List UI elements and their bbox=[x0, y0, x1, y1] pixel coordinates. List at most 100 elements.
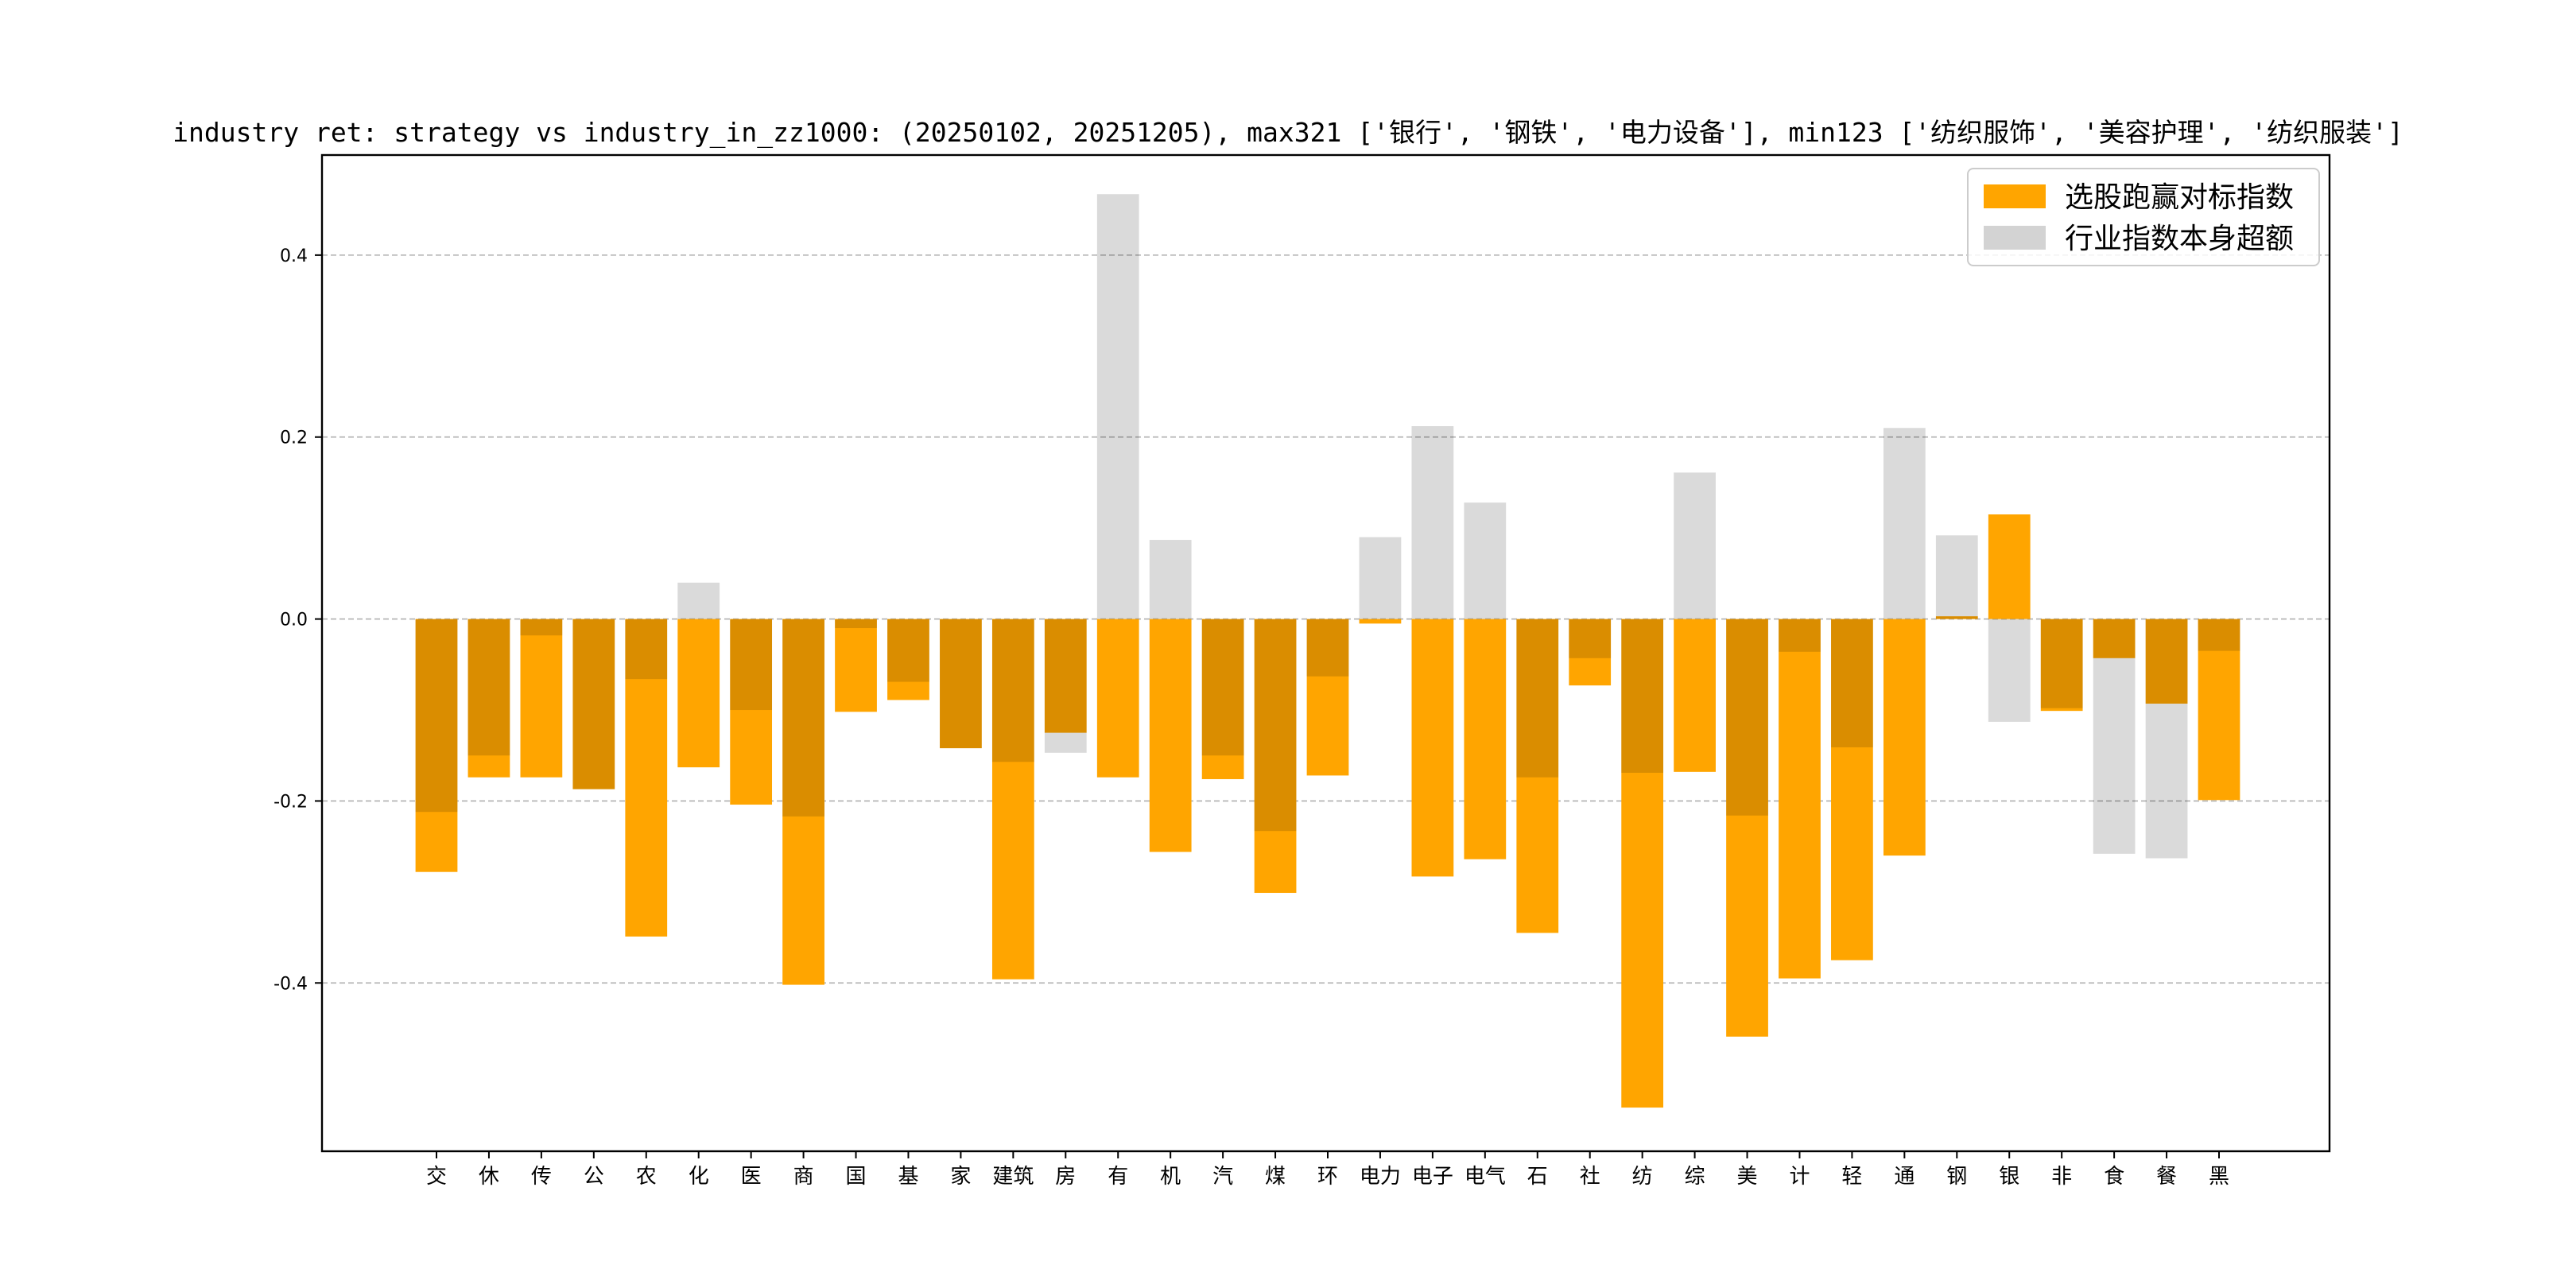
x-tick-label: 社 bbox=[1580, 1165, 1600, 1189]
bar-industry-excess bbox=[2040, 619, 2083, 708]
bar-industry-excess bbox=[782, 619, 824, 817]
bar-industry-excess bbox=[1516, 619, 1559, 778]
bar-industry-excess bbox=[1935, 535, 1978, 619]
bar-industry-excess bbox=[1411, 425, 1454, 619]
bar-industry-excess bbox=[467, 619, 510, 756]
x-tick-label: 商 bbox=[793, 1165, 814, 1189]
bar-industry-excess bbox=[1621, 619, 1664, 773]
bar-industry-excess bbox=[1201, 619, 1244, 756]
bar-strategy-excess bbox=[1988, 514, 2031, 619]
legend-label-industry: 行业指数本身超额 bbox=[2065, 223, 2294, 255]
bar-industry-excess bbox=[2145, 619, 2188, 859]
bar-industry-excess bbox=[1779, 619, 1821, 652]
legend-label-strategy: 选股跑赢对标指数 bbox=[2065, 181, 2294, 214]
x-tick-label: 轻 bbox=[1841, 1165, 1862, 1189]
x-tick-label: 医 bbox=[741, 1165, 762, 1189]
x-axis-ticks: 交 休 传 公 农 化 医 商 国 基 家建筑房 有 机 汽 煤 环电力 电子 电气石 社 纺 综 美 计 轻 通 钢 银 非 食 餐 黑 bbox=[426, 1151, 2229, 1189]
bar-industry-excess bbox=[1674, 472, 1716, 619]
bar-strategy-excess bbox=[1464, 619, 1507, 859]
bar-industry-excess bbox=[940, 619, 982, 749]
bar-industry-excess bbox=[2093, 619, 2136, 854]
bar-industry-excess bbox=[1359, 537, 1402, 619]
x-tick-label: 煤 bbox=[1265, 1165, 1286, 1189]
legend-swatch-strategy bbox=[1984, 184, 2046, 208]
bar-industry-excess bbox=[1988, 619, 2031, 722]
legend: 选股跑赢对标指数 行业指数本身超额 bbox=[1967, 168, 2320, 266]
bar-industry-excess bbox=[1569, 619, 1612, 658]
x-tick-label: 电力 bbox=[1360, 1165, 1401, 1189]
bar-strategy-excess bbox=[1883, 619, 1926, 856]
bar-strategy-excess bbox=[677, 619, 720, 768]
x-tick-label: 非 bbox=[2051, 1165, 2072, 1189]
x-tick-label: 有 bbox=[1108, 1165, 1128, 1189]
x-tick-label: 国 bbox=[846, 1165, 867, 1189]
bar-strategy-excess bbox=[835, 619, 877, 712]
bar-industry-excess bbox=[1306, 619, 1349, 677]
bar-industry-excess bbox=[572, 619, 615, 789]
bar-industry-excess bbox=[1044, 619, 1087, 753]
bar-industry-excess bbox=[1149, 540, 1192, 619]
x-tick-label: 汽 bbox=[1212, 1165, 1233, 1189]
bars bbox=[415, 194, 2240, 1108]
legend-swatch-industry bbox=[1984, 226, 2046, 250]
x-tick-label: 房 bbox=[1055, 1165, 1076, 1189]
x-tick-label: 计 bbox=[1789, 1165, 1810, 1189]
x-tick-label: 纺 bbox=[1632, 1165, 1653, 1189]
x-tick-label: 银 bbox=[1999, 1165, 2019, 1189]
x-tick-label: 美 bbox=[1737, 1165, 1758, 1189]
y-tick-label: 0.2 bbox=[280, 429, 308, 448]
x-tick-label: 黑 bbox=[2209, 1165, 2229, 1189]
x-tick-label: 公 bbox=[584, 1165, 604, 1189]
bar-industry-excess bbox=[991, 619, 1034, 762]
bar-strategy-excess bbox=[1096, 619, 1139, 778]
chart-title: industry ret: strategy vs industry_in_zz… bbox=[173, 117, 2403, 149]
x-tick-label: 化 bbox=[689, 1165, 709, 1189]
bar-industry-excess bbox=[1726, 619, 1768, 816]
x-tick-label: 农 bbox=[636, 1165, 657, 1189]
x-tick-label: 石 bbox=[1527, 1165, 1548, 1189]
bar-strategy-excess bbox=[1779, 619, 1821, 979]
bar-industry-excess bbox=[2198, 619, 2240, 651]
bar-industry-excess bbox=[835, 619, 877, 629]
bar-industry-excess bbox=[1883, 428, 1926, 619]
y-tick-label: -0.2 bbox=[274, 792, 308, 812]
x-tick-label: 传 bbox=[531, 1165, 552, 1189]
x-tick-label: 餐 bbox=[2156, 1165, 2177, 1189]
legend-box bbox=[1967, 168, 2320, 266]
bar-industry-excess bbox=[1096, 194, 1139, 619]
x-tick-label: 建筑 bbox=[992, 1165, 1034, 1189]
x-tick-label: 钢 bbox=[1946, 1165, 1967, 1189]
x-tick-label: 通 bbox=[1894, 1165, 1915, 1189]
bar-strategy-excess bbox=[520, 619, 563, 778]
bar-industry-excess bbox=[1464, 502, 1507, 619]
bar-strategy-excess bbox=[1674, 619, 1716, 772]
x-tick-label: 电子 bbox=[1412, 1165, 1453, 1189]
x-tick-label: 休 bbox=[479, 1165, 499, 1189]
x-tick-label: 基 bbox=[898, 1165, 918, 1189]
x-tick-label: 机 bbox=[1160, 1165, 1181, 1189]
x-tick-label: 食 bbox=[2104, 1165, 2124, 1189]
y-axis-ticks: -0.4 -0.2 0.0 0.2 0.4 bbox=[274, 246, 322, 994]
bar-industry-excess bbox=[625, 619, 668, 680]
bar-industry-excess bbox=[677, 582, 720, 619]
bar-strategy-excess bbox=[1149, 619, 1192, 852]
x-tick-label: 环 bbox=[1317, 1165, 1338, 1189]
x-tick-label: 综 bbox=[1685, 1165, 1705, 1189]
bar-industry-excess bbox=[415, 619, 458, 813]
y-tick-label: 0.4 bbox=[280, 246, 308, 266]
bar-strategy-excess bbox=[1411, 619, 1454, 877]
bar-industry-excess bbox=[520, 619, 563, 636]
y-tick-label: 0.0 bbox=[280, 611, 308, 630]
bar-industry-excess bbox=[887, 619, 929, 682]
bar-industry-excess bbox=[730, 619, 773, 711]
x-tick-label: 交 bbox=[426, 1165, 447, 1189]
y-tick-label: -0.4 bbox=[274, 974, 308, 994]
x-tick-label: 家 bbox=[950, 1165, 971, 1189]
x-tick-label: 电气 bbox=[1465, 1165, 1506, 1189]
bar-industry-excess bbox=[1254, 619, 1297, 832]
bar-strategy-excess bbox=[1359, 619, 1402, 624]
bar-industry-excess bbox=[1831, 619, 1873, 747]
plot-frame bbox=[320, 153, 2331, 1153]
